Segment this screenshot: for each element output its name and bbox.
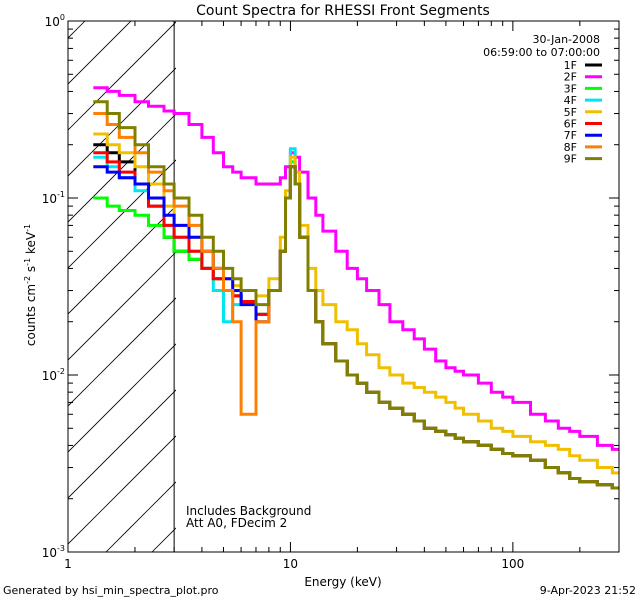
legend-label-1F: 1F (564, 59, 577, 72)
plot-frame: 1 10 100 10-3 10-2 10-1 100 (42, 13, 620, 571)
plot-border (67, 20, 620, 553)
legend-label-7F: 7F (564, 129, 577, 142)
time-range-label: 06:59:00 to 07:00:00 (483, 46, 600, 59)
hatch-line (68, 435, 176, 545)
series-6F (93, 151, 619, 490)
legend-label-6F: 6F (564, 118, 577, 131)
footer-timestamp: 9-Apr-2023 21:52 (540, 584, 636, 597)
y-tick-label: 10-3 (42, 544, 65, 560)
series-4F (93, 147, 619, 490)
hatch-line (68, 389, 176, 499)
legend-label-8F: 8F (564, 141, 577, 154)
y-tick-label: 100 (45, 13, 65, 29)
series-9F (93, 100, 619, 490)
hatch-line (68, 67, 176, 177)
series-8F (93, 112, 619, 490)
legend-label-2F: 2F (564, 71, 577, 84)
y-tick-label: 10-1 (42, 190, 65, 206)
x-axis-label: Energy (keV) (304, 575, 381, 589)
series-1F (93, 143, 619, 490)
series-3F (93, 160, 619, 490)
annotation-attenuator: Att A0, FDecim 2 (186, 516, 287, 530)
hatch-line (68, 205, 176, 315)
date-label: 30-Jan-2008 (533, 33, 601, 46)
annotation-background: Includes Background (186, 504, 311, 518)
hatch-line (68, 343, 176, 453)
hatch-line (68, 21, 132, 85)
x-tick-label: 10 (283, 557, 298, 571)
hatch-line (68, 21, 86, 39)
legend-label-3F: 3F (564, 82, 577, 95)
series-layer (93, 86, 619, 490)
footer-generated-by: Generated by hsi_min_spectra_plot.pro (3, 584, 219, 597)
y-axis-label: counts cm-2 s-1 keV-1 (23, 224, 38, 346)
series-2F (93, 86, 619, 451)
legend-label-4F: 4F (564, 94, 577, 107)
y-tick-label: 10-2 (42, 367, 65, 383)
x-tick-label: 1 (64, 557, 72, 571)
hatch-line (68, 251, 176, 361)
hatch-line (68, 21, 176, 131)
chart-title: Count Spectra for RHESSI Front Segments (196, 3, 490, 19)
legend-label-5F: 5F (564, 106, 577, 119)
x-tick-label: 100 (501, 557, 524, 571)
legend-label-9F: 9F (564, 153, 577, 166)
